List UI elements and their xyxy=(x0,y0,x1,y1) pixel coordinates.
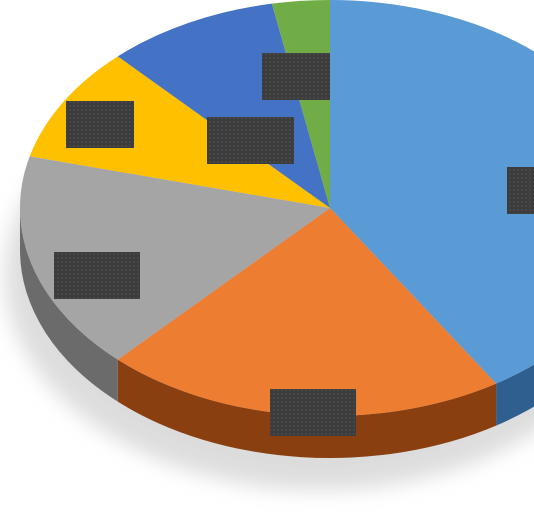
slice-side xyxy=(19,208,118,402)
redacted-labels xyxy=(54,53,534,436)
label-box xyxy=(207,117,294,164)
slice xyxy=(271,0,330,208)
label-box xyxy=(66,101,134,148)
slice xyxy=(20,156,330,360)
slice xyxy=(117,208,497,416)
slice xyxy=(29,56,330,208)
slice xyxy=(330,0,534,384)
label-box xyxy=(262,53,330,100)
label-box xyxy=(270,389,356,436)
slice-side xyxy=(117,359,497,458)
label-box xyxy=(507,167,534,214)
slice-side xyxy=(496,364,534,426)
label-box xyxy=(54,252,140,299)
